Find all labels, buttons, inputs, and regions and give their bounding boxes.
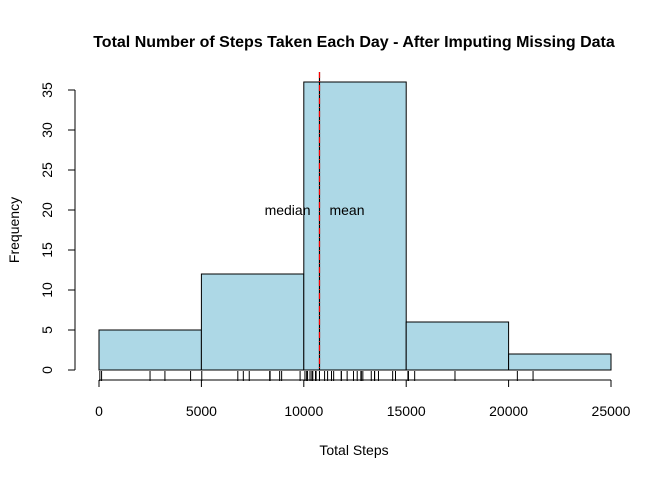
histogram-bar-2: [303, 81, 407, 371]
x-tick-label-3: 15000: [387, 403, 426, 419]
x-tick-label-4: 20000: [489, 403, 528, 419]
y-tick-label-2: 10: [39, 282, 55, 298]
x-tick-label-2: 10000: [284, 403, 323, 419]
histogram-bar-3: [405, 321, 510, 371]
y-tick-label-1: 5: [39, 326, 55, 334]
y-tick-label-7: 35: [39, 82, 55, 98]
histogram-bar-1: [200, 273, 305, 371]
y-tick-label-3: 15: [39, 242, 55, 258]
x-tick-label-0: 0: [95, 403, 103, 419]
y-tick-label-0: 0: [39, 366, 55, 374]
median-annotation: median: [265, 202, 311, 218]
y-axis-label: Frequency: [6, 197, 22, 263]
chart-title: Total Number of Steps Taken Each Day - A…: [93, 34, 615, 51]
y-tick-label-6: 30: [39, 122, 55, 138]
x-axis: 0 5000 10000 15000 20000 25000: [95, 379, 631, 419]
y-axis: 0 5 10 15 20 25 30 35: [39, 82, 76, 374]
histogram-bar-4: [508, 353, 612, 371]
mean-annotation: mean: [329, 202, 364, 218]
histogram-bar-0: [98, 329, 202, 371]
y-tick-label-5: 25: [39, 162, 55, 178]
x-tick-label-1: 5000: [186, 403, 217, 419]
x-tick-label-5: 25000: [592, 403, 631, 419]
histogram-bars: [98, 81, 612, 371]
y-tick-label-4: 20: [39, 202, 55, 218]
x-axis-label: Total Steps: [319, 442, 388, 458]
rug-marks: [99, 371, 534, 381]
